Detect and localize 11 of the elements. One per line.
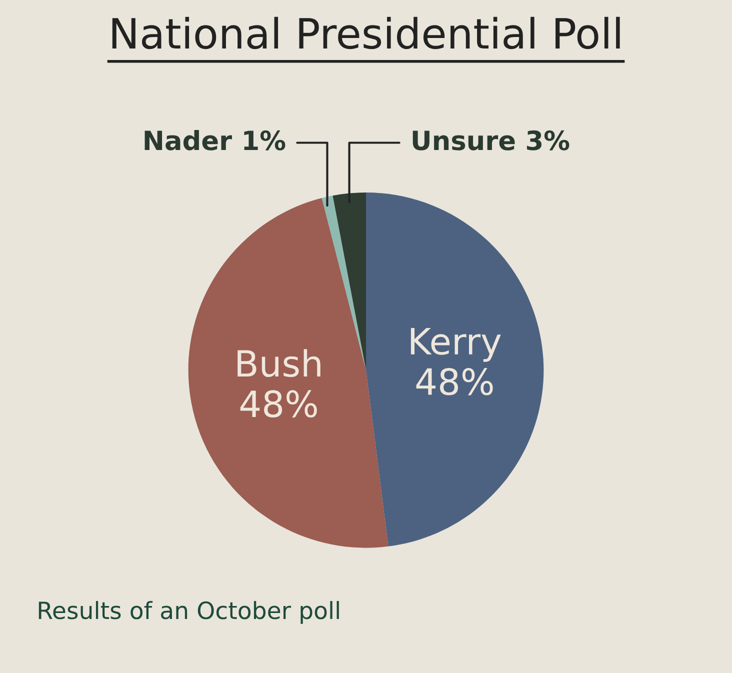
slice-label: Nader 1% — [144, 130, 286, 150]
text: Results of an October poll — [38, 601, 339, 624]
chart-title: National Presidential Poll — [112, 16, 620, 50]
data-label: 48% — [240, 390, 317, 418]
slice-label: Bush — [238, 349, 320, 378]
pie-slice — [332, 192, 366, 370]
data-label: 48% — [416, 368, 493, 396]
slice-label: Kerry — [410, 328, 501, 362]
slice-label: Unsure 3% — [412, 130, 570, 150]
pie-slice — [366, 192, 544, 546]
pie-slice — [188, 198, 388, 548]
